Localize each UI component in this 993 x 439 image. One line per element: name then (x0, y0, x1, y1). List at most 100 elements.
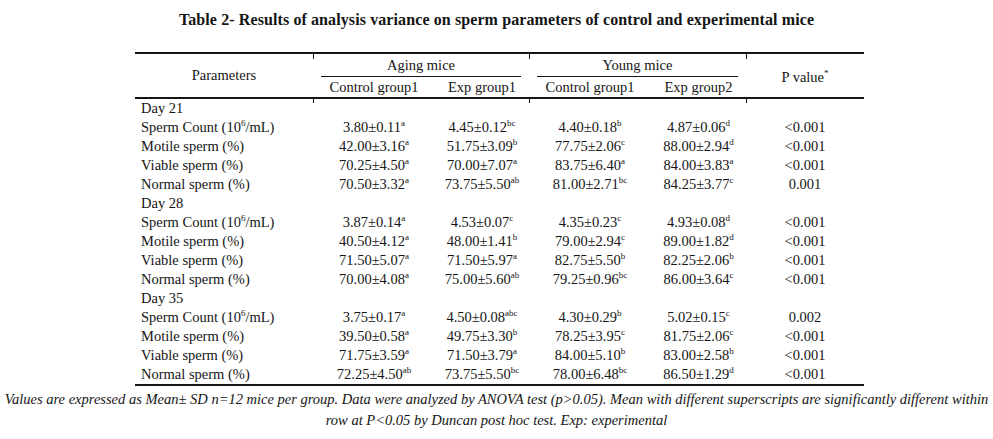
value-cell: 4.53±0.07c (435, 213, 529, 232)
value-cell: 72.25±4.50ab (313, 365, 435, 385)
p-value-cell: <0.001 (746, 365, 864, 385)
parameter-label: Normal sperm (%) (135, 365, 313, 385)
parameter-label: Motile sperm (%) (135, 327, 313, 346)
empty-cell (435, 194, 529, 213)
value-cell: 79.25±0.96bc (529, 270, 651, 289)
value-cell: 4.45±0.12bc (435, 118, 529, 137)
p-value-cell: <0.001 (746, 118, 864, 137)
table-row: Motile sperm (%)39.50±0.58a49.75±3.30b78… (135, 327, 864, 346)
paper-table-page: Table 2- Results of analysis variance on… (0, 0, 993, 439)
p-value-cell: <0.001 (746, 251, 864, 270)
value-cell: 77.75±2.06c (529, 137, 651, 156)
superscript: d (729, 365, 734, 375)
empty-cell (313, 98, 435, 118)
table-row: Viable sperm (%)71.75±3.59a71.50±3.79a84… (135, 346, 864, 365)
header-p-value: P value* (746, 53, 864, 98)
superscript: c (617, 213, 621, 223)
empty-cell (746, 194, 864, 213)
superscript: bc (511, 365, 520, 375)
header-group-young-mice: Young mice (529, 53, 746, 77)
superscript: a (513, 251, 517, 261)
superscript: bc (507, 118, 516, 128)
value-cell: 71.50±3.79a (435, 346, 529, 365)
value-cell: 70.00±4.08a (313, 270, 435, 289)
superscript: a (729, 156, 733, 166)
superscript: 6 (241, 213, 246, 223)
value-cell: 84.00±3.83a (651, 156, 746, 175)
empty-cell (529, 194, 651, 213)
superscript: a (405, 137, 409, 147)
parameter-label: Viable sperm (%) (135, 251, 313, 270)
superscript: a (401, 118, 405, 128)
superscript: a (513, 156, 517, 166)
value-cell: 84.00±5.10b (529, 346, 651, 365)
value-cell: 78.00±6.48bc (529, 365, 651, 385)
empty-cell (435, 98, 529, 118)
p-value-asterisk: * (824, 68, 829, 78)
superscript: ab (403, 365, 412, 375)
empty-cell (651, 194, 746, 213)
value-cell: 3.87±0.14a (313, 213, 435, 232)
day-label: Day 28 (135, 194, 313, 213)
header-group-aging-mice: Aging mice (313, 53, 529, 77)
superscript: b (617, 308, 622, 318)
value-cell: 4.35±0.23c (529, 213, 651, 232)
parameter-label: Normal sperm (%) (135, 270, 313, 289)
table-row: Sperm Count (106/mL)3.75±0.17a4.50±0.08a… (135, 308, 864, 327)
superscript: a (513, 346, 517, 356)
value-cell: 4.40±0.18b (529, 118, 651, 137)
header-aging-exp-group1: Exp group1 (435, 77, 529, 98)
table-row: Normal sperm (%)72.25±4.50ab73.75±5.50bc… (135, 365, 864, 385)
superscript: abc (505, 308, 518, 318)
parameter-label: Viable sperm (%) (135, 346, 313, 365)
p-value-cell: <0.001 (746, 232, 864, 251)
day-label: Day 35 (135, 289, 313, 308)
p-value-cell: 0.001 (746, 175, 864, 194)
table-row: Motile sperm (%)42.00±3.16a51.75±3.09b77… (135, 137, 864, 156)
parameter-label: Sperm Count (106/mL) (135, 213, 313, 232)
table-title: Table 2- Results of analysis variance on… (0, 11, 993, 29)
value-cell: 70.25±4.50a (313, 156, 435, 175)
empty-cell (529, 289, 651, 308)
day-section-row: Day 21 (135, 98, 864, 118)
superscript: 6 (241, 118, 246, 128)
superscript: b (513, 327, 518, 337)
value-cell: 4.87±0.06d (651, 118, 746, 137)
superscript: a (405, 156, 409, 166)
value-cell: 71.50±5.97a (435, 251, 529, 270)
value-cell: 79.00±2.94c (529, 232, 651, 251)
value-cell: 42.00±3.16a (313, 137, 435, 156)
empty-cell (651, 289, 746, 308)
superscript: a (621, 156, 625, 166)
value-cell: 84.25±3.77c (651, 175, 746, 194)
value-cell: 86.00±3.64c (651, 270, 746, 289)
superscript: b (621, 251, 626, 261)
parameter-label: Sperm Count (106/mL) (135, 308, 313, 327)
table-row: Normal sperm (%)70.00±4.08a75.00±5.60ab7… (135, 270, 864, 289)
superscript: c (729, 327, 733, 337)
superscript: 6 (241, 308, 246, 318)
value-cell: 83.75±6.40a (529, 156, 651, 175)
value-cell: 81.00±2.71bc (529, 175, 651, 194)
superscript: b (513, 137, 518, 147)
superscript: a (405, 232, 409, 242)
superscript: a (405, 327, 409, 337)
empty-cell (746, 98, 864, 118)
table-row: Viable sperm (%)71.50±5.07a71.50±5.97a82… (135, 251, 864, 270)
p-value-cell: <0.001 (746, 213, 864, 232)
table-row: Motile sperm (%)40.50±4.12a48.00±1.41b79… (135, 232, 864, 251)
empty-cell (529, 98, 651, 118)
value-cell: 71.75±3.59a (313, 346, 435, 365)
superscript: b (513, 232, 518, 242)
results-table: Parameters Aging mice Young mice P value… (135, 52, 864, 386)
superscript: ab (511, 175, 520, 185)
value-cell: 48.00±1.41b (435, 232, 529, 251)
parameter-label: Motile sperm (%) (135, 232, 313, 251)
superscript: c (621, 327, 625, 337)
superscript: a (405, 175, 409, 185)
superscript: a (401, 213, 405, 223)
superscript: d (726, 213, 731, 223)
p-value-cell: <0.001 (746, 346, 864, 365)
day-section-row: Day 28 (135, 194, 864, 213)
header-parameters: Parameters (135, 53, 313, 98)
